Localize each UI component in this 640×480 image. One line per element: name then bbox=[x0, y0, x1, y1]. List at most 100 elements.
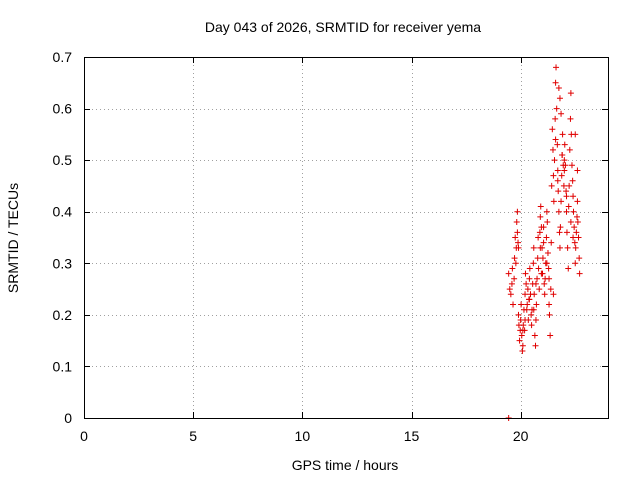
x-tick-labels: 0 5 10 15 20 bbox=[80, 428, 529, 444]
data-point bbox=[552, 115, 559, 122]
data-point bbox=[563, 208, 570, 215]
data-point bbox=[572, 260, 579, 267]
data-point bbox=[567, 90, 574, 97]
data-point bbox=[572, 244, 579, 251]
data-point bbox=[520, 322, 527, 329]
data-point bbox=[543, 234, 550, 241]
data-point bbox=[554, 141, 561, 148]
y-tick-label: 0.2 bbox=[53, 307, 73, 323]
data-point bbox=[528, 322, 535, 329]
data-point bbox=[544, 249, 551, 256]
data-point bbox=[547, 286, 554, 293]
y-tick-label: 0.5 bbox=[53, 152, 73, 168]
x-axis-label: GPS time / hours bbox=[292, 457, 399, 473]
data-point bbox=[537, 203, 544, 210]
y-tick-label: 0 bbox=[64, 410, 72, 426]
data-point bbox=[540, 224, 547, 231]
data-point bbox=[572, 131, 579, 138]
y-tick-labels: 0 0.1 0.2 0.3 0.4 0.5 0.6 0.7 bbox=[53, 49, 73, 426]
data-point bbox=[532, 280, 539, 287]
data-point bbox=[540, 239, 547, 246]
data-point bbox=[567, 219, 574, 226]
data-point bbox=[524, 301, 531, 308]
data-point bbox=[515, 311, 522, 318]
data-point bbox=[528, 311, 535, 318]
data-point bbox=[568, 162, 575, 169]
data-point bbox=[545, 265, 552, 272]
x-tick-label: 15 bbox=[404, 428, 420, 444]
data-point bbox=[556, 244, 563, 251]
y-tick-label: 0.6 bbox=[53, 101, 73, 117]
data-point bbox=[535, 265, 542, 272]
data-point bbox=[530, 244, 537, 251]
data-point bbox=[574, 219, 581, 226]
data-point bbox=[560, 182, 567, 189]
data-point bbox=[518, 301, 525, 308]
data-point bbox=[526, 275, 533, 282]
data-point bbox=[567, 115, 574, 122]
data-point bbox=[544, 219, 551, 226]
data-point bbox=[535, 234, 542, 241]
data-point bbox=[505, 270, 512, 277]
data-point bbox=[508, 280, 515, 287]
data-point bbox=[512, 260, 519, 267]
data-point bbox=[573, 213, 580, 220]
data-point bbox=[555, 208, 562, 215]
y-tick-label: 0.4 bbox=[53, 204, 73, 220]
data-point bbox=[539, 255, 546, 262]
y-tick-label: 0.3 bbox=[53, 255, 73, 271]
data-point bbox=[566, 182, 573, 189]
data-point bbox=[563, 188, 570, 195]
x-tick-label: 5 bbox=[189, 428, 197, 444]
data-point bbox=[536, 286, 543, 293]
data-point bbox=[553, 64, 560, 71]
data-point bbox=[538, 270, 545, 277]
data-point bbox=[574, 198, 581, 205]
data-point bbox=[530, 306, 537, 313]
data-point bbox=[526, 265, 533, 272]
data-point bbox=[537, 213, 544, 220]
data-point bbox=[519, 347, 526, 354]
grid-lines bbox=[84, 57, 608, 418]
data-point bbox=[570, 208, 577, 215]
data-point bbox=[563, 193, 570, 200]
data-point bbox=[506, 286, 513, 293]
data-point bbox=[564, 244, 571, 251]
data-point bbox=[561, 167, 568, 174]
data-point bbox=[550, 172, 557, 179]
data-point bbox=[522, 291, 529, 298]
data-point bbox=[532, 317, 539, 324]
data-point bbox=[530, 260, 537, 267]
data-point bbox=[555, 84, 562, 91]
data-point bbox=[551, 157, 558, 164]
data-point bbox=[534, 255, 541, 262]
data-point bbox=[550, 198, 557, 205]
data-point bbox=[559, 131, 566, 138]
data-point bbox=[546, 275, 553, 282]
data-point bbox=[550, 291, 557, 298]
data-point bbox=[552, 79, 559, 86]
data-point bbox=[571, 239, 578, 246]
plot-frame bbox=[84, 57, 609, 419]
data-point bbox=[515, 239, 522, 246]
data-point bbox=[555, 188, 562, 195]
data-point bbox=[546, 311, 553, 318]
data-point bbox=[532, 342, 539, 349]
data-point bbox=[549, 146, 556, 153]
data-point bbox=[571, 224, 578, 231]
data-point bbox=[511, 275, 518, 282]
data-point bbox=[522, 317, 529, 324]
data-point bbox=[549, 126, 556, 133]
y-tick-label: 0.7 bbox=[53, 49, 73, 65]
data-point bbox=[547, 332, 554, 339]
data-point bbox=[509, 265, 516, 272]
data-point bbox=[556, 229, 563, 236]
data-point bbox=[522, 270, 529, 277]
axis-ticks bbox=[84, 57, 608, 419]
data-point bbox=[531, 291, 538, 298]
data-point bbox=[553, 105, 560, 112]
data-point bbox=[510, 301, 517, 308]
data-point bbox=[575, 234, 582, 241]
data-point bbox=[558, 172, 565, 179]
